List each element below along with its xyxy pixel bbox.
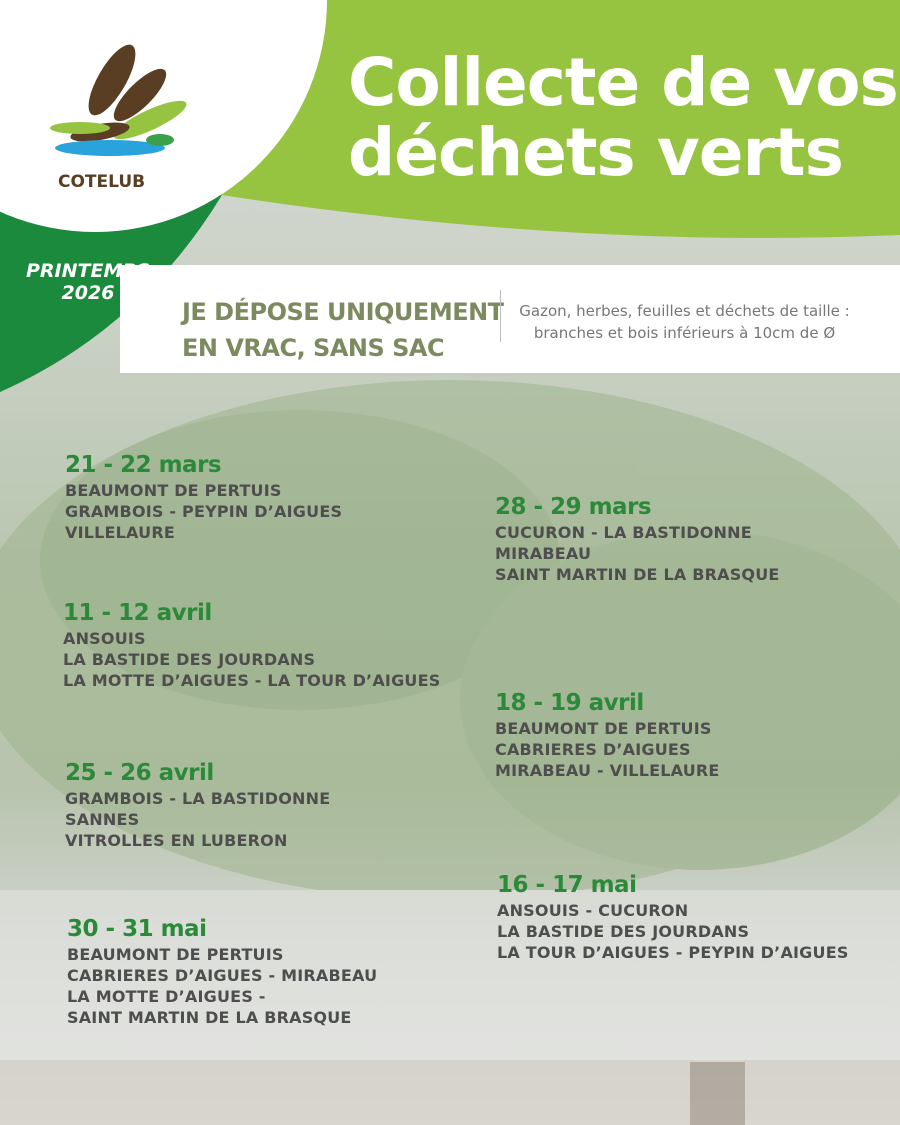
collection-block: 28 - 29 mars CUCURON - LA BASTIDONNE MIRAB… <box>495 492 780 585</box>
collection-place: CABRIERES D’AIGUES <box>495 740 691 759</box>
collection-date: 21 - 22 mars <box>65 452 222 478</box>
title-line: déchets verts <box>348 114 844 191</box>
desc-line: branches et bois inférieurs à 10cm de Ø <box>533 324 836 342</box>
collection-place: VITROLLES EN LUBERON <box>65 831 288 850</box>
collection-place: CUCURON - LA BASTIDONNE <box>495 523 752 542</box>
accepted-waste-description: Gazon, herbes, feuilles et déchets de ta… <box>512 300 857 344</box>
collection-place: LA MOTTE D’AIGUES - LA TOUR D’AIGUES <box>63 671 441 690</box>
collection-date: 11 - 12 avril <box>63 600 212 626</box>
collection-place: LA BASTIDE DES JOURDANS <box>63 650 316 669</box>
cotelub-logo-icon <box>50 44 187 156</box>
collection-place: SAINT MARTIN DE LA BRASQUE <box>495 565 780 584</box>
collection-block: 30 - 31 mai BEAUMONT DE PERTUIS CABRIERES … <box>67 914 377 1028</box>
collection-date: 30 - 31 mai <box>67 916 207 942</box>
season-name: PRINTEMPS <box>26 260 150 282</box>
collection-place: ANSOUIS - CUCURON <box>497 901 689 920</box>
collection-place: BEAUMONT DE PERTUIS <box>67 945 284 964</box>
collection-place: MIRABEAU - VILLELAURE <box>495 761 720 780</box>
foliage-photo <box>0 380 900 1125</box>
desc-line: Gazon, herbes, feuilles et déchets de ta… <box>519 302 850 320</box>
collection-place: BEAUMONT DE PERTUIS <box>65 481 282 500</box>
divider <box>500 290 501 342</box>
collection-place: GRAMBOIS - LA BASTIDONNE <box>65 789 331 808</box>
collection-place: LA TOUR D’AIGUES - PEYPIN D’AIGUES <box>497 943 849 962</box>
logo-name: COTELUB <box>58 172 146 192</box>
collection-place: SAINT MARTIN DE LA BRASQUE <box>67 1008 352 1027</box>
collection-place: BEAUMONT DE PERTUIS <box>495 719 712 738</box>
collection-date: 25 - 26 avril <box>65 760 214 786</box>
collection-date: 28 - 29 mars <box>495 494 652 520</box>
deposit-rule: JE DÉPOSE UNIQUEMENT EN VRAC, SANS SAC <box>182 294 504 366</box>
header-band <box>150 0 900 238</box>
season-year: 2026 <box>61 282 115 304</box>
rule-line: JE DÉPOSE UNIQUEMENT <box>182 298 504 326</box>
collection-block: 25 - 26 avril GRAMBOIS - LA BASTIDONNE SAN… <box>65 758 330 851</box>
collection-place: ANSOUIS <box>63 629 146 648</box>
collection-place: LA BASTIDE DES JOURDANS <box>497 922 750 941</box>
rule-line: EN VRAC, SANS SAC <box>182 334 445 362</box>
collection-place: MIRABEAU <box>495 544 592 563</box>
season-label: PRINTEMPS 2026 <box>18 260 158 304</box>
collection-block: 18 - 19 avril BEAUMONT DE PERTUIS CABRIERE… <box>495 688 720 781</box>
page-title: Collecte de vos déchets verts <box>348 44 899 191</box>
title-line: Collecte de vos <box>348 44 899 121</box>
collection-place: CABRIERES D’AIGUES - MIRABEAU <box>67 966 378 985</box>
collection-date: 18 - 19 avril <box>495 690 644 716</box>
collection-place: VILLELAURE <box>65 523 175 542</box>
collection-place: GRAMBOIS - PEYPIN D’AIGUES <box>65 502 343 521</box>
collection-block: 11 - 12 avril ANSOUIS LA BASTIDE DES JOURD… <box>63 598 440 691</box>
collection-place: SANNES <box>65 810 140 829</box>
notice-bar <box>120 265 900 373</box>
collection-block: 21 - 22 mars BEAUMONT DE PERTUIS GRAMBOIS … <box>65 450 342 543</box>
collection-block: 16 - 17 mai ANSOUIS - CUCURON LA BASTIDE D… <box>497 870 849 963</box>
collection-date: 16 - 17 mai <box>497 872 637 898</box>
collection-place: LA MOTTE D’AIGUES - <box>67 987 266 1006</box>
